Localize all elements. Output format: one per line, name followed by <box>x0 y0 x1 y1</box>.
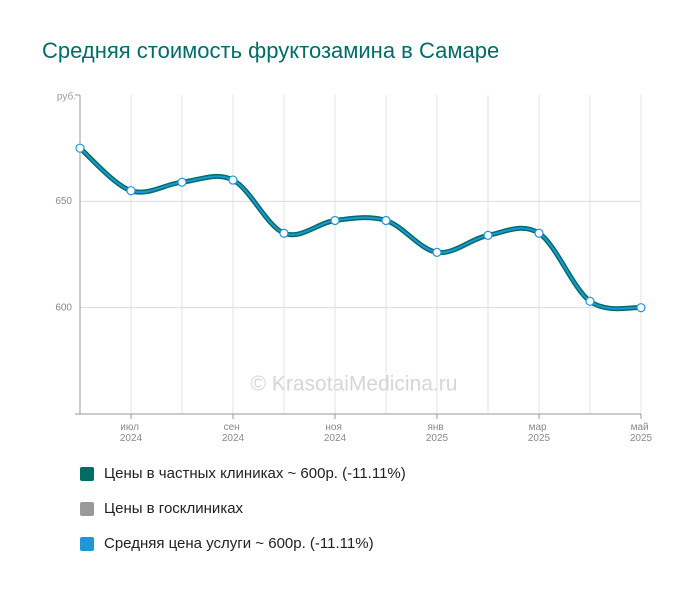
data-point <box>432 247 442 257</box>
data-point <box>381 215 391 226</box>
data-point <box>228 175 238 185</box>
legend-label: Цены в частных клиниках ~ 600р. (-11.11%… <box>104 465 406 482</box>
y-tick-label: 650 <box>55 196 72 207</box>
legend-label: Средняя цена услуги ~ 600р. (-11.11%) <box>104 535 374 552</box>
legend-swatch <box>80 467 94 481</box>
data-point <box>75 143 85 153</box>
x-tick-label: май 2025 <box>630 422 653 444</box>
watermark: © KrasotaiMedicina.ru <box>251 373 458 396</box>
data-point <box>279 228 289 238</box>
x-tick-label: сен 2024 <box>222 422 245 444</box>
x-tick-label: янв 2025 <box>426 422 449 444</box>
x-tick-label: ноя 2024 <box>324 422 347 444</box>
legend-label: Цены в госклиниках <box>104 500 244 517</box>
legend-swatch <box>80 537 94 551</box>
data-point <box>636 303 646 313</box>
data-point <box>126 186 136 196</box>
data-point <box>585 296 595 306</box>
legend-swatch <box>80 502 94 516</box>
data-point <box>483 230 493 240</box>
x-tick-label: июл 2024 <box>120 422 143 444</box>
chart-title: Средняя стоимость фруктозамина в Самаре <box>42 38 499 63</box>
y-tick-label: 600 <box>55 302 72 313</box>
data-point <box>177 177 187 187</box>
data-point <box>534 228 544 238</box>
series-line <box>79 147 642 310</box>
y-axis-label: руб. <box>57 91 76 103</box>
data-point <box>330 215 340 226</box>
x-tick-label: мар 2025 <box>528 422 551 444</box>
series-line <box>78 146 642 312</box>
